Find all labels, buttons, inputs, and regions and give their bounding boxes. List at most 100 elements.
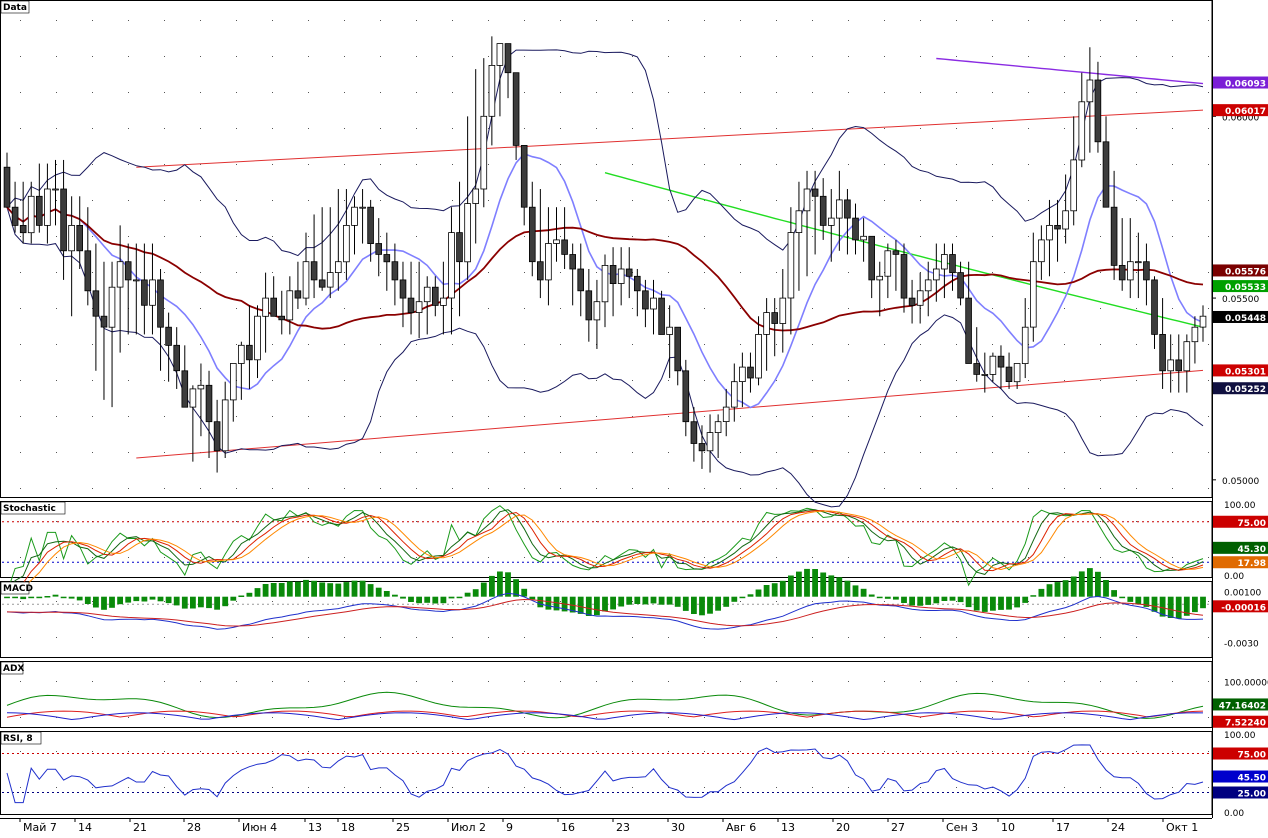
grid-dot xyxy=(308,637,309,638)
grid-dot xyxy=(560,344,561,345)
grid-dot xyxy=(1100,488,1101,489)
grid-dot xyxy=(272,272,273,273)
grid-dot xyxy=(740,344,741,345)
grid-dot xyxy=(1136,452,1137,453)
grid-dot xyxy=(1100,637,1101,638)
grid-dot xyxy=(1136,200,1137,201)
grid-dot xyxy=(920,488,921,489)
candle-body xyxy=(221,399,229,452)
grid-dot xyxy=(92,601,93,602)
macd-histogram-bar xyxy=(1103,580,1109,597)
grid-dot xyxy=(848,344,849,345)
candle-body xyxy=(36,195,43,226)
grid-dot xyxy=(1028,416,1029,417)
grid-dot xyxy=(1064,601,1065,602)
macd-histogram-bar xyxy=(537,596,544,608)
macd-histogram-bar xyxy=(52,594,59,597)
stoch-tick-label: 100.00 xyxy=(1224,501,1256,511)
grid-dot xyxy=(272,128,273,129)
grid-dot xyxy=(704,681,705,682)
x-tick-label: 24 xyxy=(1111,821,1125,834)
grid-dot xyxy=(884,601,885,602)
grid-dot xyxy=(812,637,813,638)
grid-dot xyxy=(884,164,885,165)
grid-dot xyxy=(884,637,885,638)
grid-dot xyxy=(884,787,885,788)
grid-dot xyxy=(884,236,885,237)
grid-dot xyxy=(1064,521,1065,522)
grid-dot xyxy=(200,56,201,57)
grid-dot xyxy=(56,521,57,522)
grid-dot xyxy=(20,637,21,638)
grid-dot xyxy=(1100,344,1101,345)
grid-dot xyxy=(20,416,21,417)
macd-histogram-bar xyxy=(141,596,148,602)
macd-histogram-bar xyxy=(327,583,334,597)
pane-frame-stochastic xyxy=(0,501,1213,578)
grid-dot xyxy=(848,164,849,165)
price-marker-box xyxy=(1213,280,1268,293)
x-tick-label: 30 xyxy=(671,821,685,834)
grid-dot xyxy=(56,601,57,602)
grid-dot xyxy=(1172,164,1173,165)
macd-histogram-bar xyxy=(311,580,317,597)
grid-dot xyxy=(308,20,309,21)
rsi-marker-label: 75.00 xyxy=(1238,751,1266,761)
macd-histogram-bar xyxy=(602,596,608,612)
grid-dot xyxy=(56,751,57,752)
grid-dot xyxy=(956,787,957,788)
grid-dot xyxy=(1208,344,1209,345)
grid-dot xyxy=(1064,637,1065,638)
grid-dot xyxy=(308,344,309,345)
macd-histogram-bar xyxy=(513,579,519,597)
candle-body xyxy=(488,65,496,117)
candle-body xyxy=(836,199,843,219)
grid-dot xyxy=(812,416,813,417)
grid-dot xyxy=(920,128,921,129)
candle-body xyxy=(19,224,27,234)
grid-dot xyxy=(560,20,561,21)
grid-dot xyxy=(812,488,813,489)
grid-dot xyxy=(488,380,489,381)
grid-dot xyxy=(1208,787,1209,788)
grid-dot xyxy=(20,92,21,93)
pane-title-stochastic: Stochastic xyxy=(3,504,56,514)
grid-dot xyxy=(668,164,669,165)
grid-dot xyxy=(740,308,741,309)
grid-dot xyxy=(956,557,957,558)
macd-histogram-bar xyxy=(868,594,875,597)
macd-histogram-bar xyxy=(909,596,915,606)
macd-histogram-bar xyxy=(190,596,196,609)
candle-body xyxy=(310,261,318,281)
grid-dot xyxy=(704,128,705,129)
grid-dot xyxy=(1172,200,1173,201)
grid-dot xyxy=(452,164,453,165)
grid-dot xyxy=(704,488,705,489)
grid-dot xyxy=(776,488,777,489)
candle-body xyxy=(11,206,19,226)
grid-dot xyxy=(200,236,201,237)
grid-dot xyxy=(92,557,93,558)
grid-dot xyxy=(524,488,525,489)
x-tick-label: 23 xyxy=(616,821,630,834)
grid-dot xyxy=(488,787,489,788)
grid-dot xyxy=(812,56,813,57)
candle-body xyxy=(1167,359,1175,372)
rsi-marker-label: 25.00 xyxy=(1238,790,1266,800)
stoch-tick-label: 0.00 xyxy=(1224,572,1244,582)
candle-body xyxy=(213,421,221,452)
grid-dot xyxy=(380,92,381,93)
grid-dot xyxy=(380,380,381,381)
candle-body xyxy=(1175,359,1183,372)
grid-dot xyxy=(920,56,921,57)
grid-dot xyxy=(524,787,525,788)
grid-dot xyxy=(344,681,345,682)
x-tick-label: Авг 6 xyxy=(726,821,756,834)
grid-dot xyxy=(1028,452,1029,453)
grid-dot xyxy=(308,416,309,417)
grid-dot xyxy=(920,751,921,752)
grid-dot xyxy=(848,488,849,489)
grid-dot xyxy=(164,380,165,381)
grid-dot xyxy=(704,751,705,752)
grid-dot xyxy=(1208,488,1209,489)
